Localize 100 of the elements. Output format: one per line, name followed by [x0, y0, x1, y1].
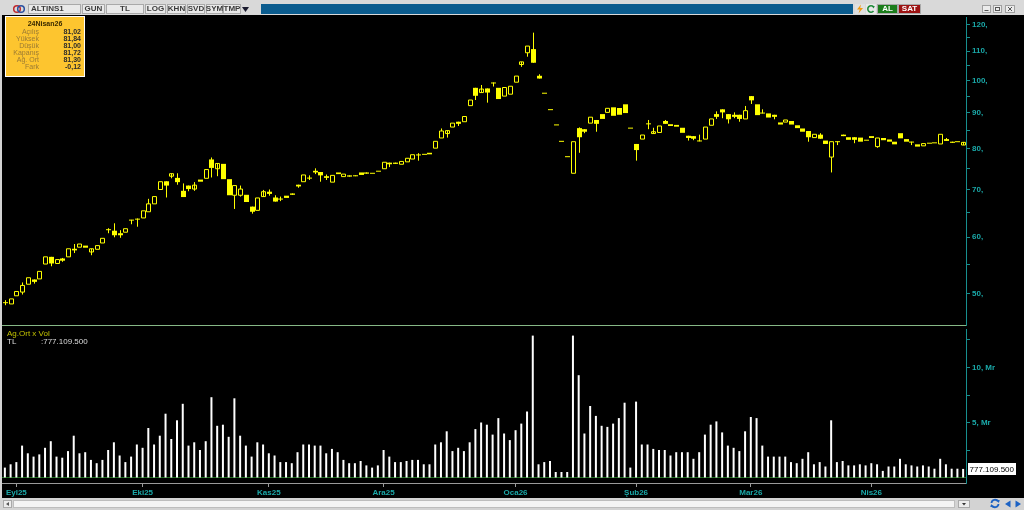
bar	[44, 447, 47, 478]
candlestick	[491, 82, 496, 88]
bar	[726, 445, 729, 478]
bar	[3, 467, 6, 478]
candlestick	[198, 179, 203, 182]
bar	[250, 456, 253, 478]
bar	[606, 426, 609, 478]
bar	[560, 472, 563, 478]
y-tick-label: 110,	[972, 46, 988, 56]
bar	[600, 425, 603, 478]
bar	[658, 450, 661, 478]
bar	[767, 456, 770, 478]
bar	[514, 430, 517, 478]
bar	[84, 452, 87, 478]
y-tick-label: 60,	[972, 232, 984, 242]
chart-title: Ag.Ort x Vol	[7, 329, 50, 338]
bar	[858, 464, 861, 478]
bar	[244, 445, 247, 478]
text: SVD	[187, 4, 205, 13]
bar	[944, 464, 947, 478]
bar	[686, 452, 689, 478]
bar	[738, 451, 741, 478]
bar	[55, 456, 58, 478]
candlestick	[100, 237, 105, 244]
candlestick	[795, 125, 800, 129]
annotation: :777.109.500	[41, 337, 88, 346]
text: TMP	[223, 4, 241, 13]
bar	[589, 406, 592, 478]
bar	[864, 465, 867, 478]
bar	[566, 472, 569, 478]
bar	[784, 456, 787, 478]
bar	[503, 433, 506, 478]
bar	[227, 436, 230, 478]
bar	[141, 447, 144, 478]
bar	[577, 375, 580, 478]
bar	[233, 398, 236, 478]
bar	[342, 459, 345, 478]
bar	[497, 418, 500, 478]
chart-title: ALTINS1	[31, 4, 64, 13]
candlestick	[640, 134, 645, 140]
candlestick	[600, 114, 605, 119]
bar	[491, 434, 494, 478]
candlestick	[709, 118, 714, 126]
bar	[296, 452, 299, 478]
bar	[147, 428, 150, 478]
bar	[617, 418, 620, 478]
bar	[927, 466, 930, 478]
bar	[807, 452, 810, 478]
bar	[445, 431, 448, 478]
y-tick-label: 100,	[972, 75, 988, 85]
bar	[124, 462, 127, 478]
bar	[508, 440, 511, 478]
bar	[61, 457, 64, 478]
bar	[49, 441, 52, 478]
bar	[853, 465, 856, 478]
bar	[818, 462, 821, 478]
bar	[887, 466, 890, 478]
candlestick	[898, 133, 903, 139]
bar	[210, 397, 213, 478]
bar	[78, 453, 81, 478]
bar	[101, 459, 104, 478]
bar	[881, 470, 884, 478]
text: SAT	[901, 4, 918, 13]
bar	[939, 458, 942, 478]
bar	[457, 447, 460, 478]
bar	[554, 472, 557, 478]
bar	[164, 413, 167, 478]
bar	[870, 463, 873, 478]
bar	[801, 458, 804, 478]
y-tick-label: 120,	[972, 19, 988, 29]
bar	[21, 445, 24, 478]
bar	[158, 435, 161, 478]
bar	[640, 444, 643, 478]
bar	[675, 452, 678, 478]
bar	[537, 464, 540, 478]
bar	[376, 465, 379, 478]
bar	[680, 452, 683, 478]
y-tick-label: 50,	[972, 288, 984, 298]
x-tick-label: Eki25	[132, 488, 154, 497]
x-tick-label: Şub26	[624, 488, 649, 497]
bar	[732, 447, 735, 478]
annotation: TL	[7, 337, 17, 346]
candlestick	[462, 116, 467, 123]
bar	[474, 429, 477, 478]
bar	[956, 468, 959, 478]
bar	[916, 466, 919, 478]
x-tick-label: Mar26	[739, 488, 763, 497]
candlestick	[123, 228, 128, 233]
bar	[388, 456, 391, 478]
bar	[612, 423, 615, 478]
bar	[847, 465, 850, 478]
bar	[187, 445, 190, 478]
bar	[462, 451, 465, 478]
bar	[646, 444, 649, 478]
text: KHN	[167, 4, 186, 13]
bar	[772, 456, 775, 478]
bar	[15, 462, 18, 478]
bar	[439, 442, 442, 478]
bar	[9, 464, 12, 478]
bar	[548, 461, 551, 478]
